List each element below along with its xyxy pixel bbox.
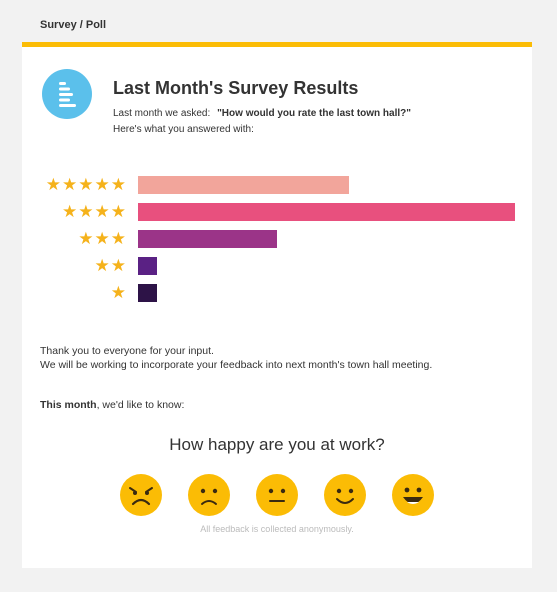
emoji-rating-options [119, 473, 439, 517]
star-icon: ★ [94, 174, 110, 195]
star-rating-5: ★ ★ ★ ★ ★ [46, 175, 126, 195]
bar-3-stars [138, 230, 277, 248]
bar-5-stars [138, 176, 349, 194]
thanks-line-1: Thank you to everyone for your input. [40, 345, 214, 357]
rating-row-5-stars: ★ ★ ★ ★ ★ [22, 175, 532, 195]
rating-row-1-stars: ★ [22, 283, 532, 303]
star-rating-1: ★ [111, 283, 126, 303]
rating-row-3-stars: ★ ★ ★ [22, 229, 532, 249]
header-title: Survey / Poll [40, 19, 107, 31]
this-month-bold: This month [40, 399, 97, 411]
results-title: Last Month's Survey Results [113, 78, 359, 98]
rating-row-2-stars: ★ ★ [22, 256, 532, 276]
star-icon: ★ [110, 255, 126, 276]
this-month-rest: , we'd like to know: [96, 399, 185, 411]
anonymous-note: All feedback is collected anonymously. [200, 524, 354, 534]
rating-row-4-stars: ★ ★ ★ ★ [22, 202, 532, 222]
star-icon: ★ [110, 201, 126, 222]
bar-1-stars [138, 284, 157, 302]
star-rating-3: ★ ★ ★ [78, 229, 126, 249]
asked-line: Last month we asked: "How would you rate… [113, 108, 411, 119]
bar-4-stars [138, 203, 515, 221]
star-icon: ★ [94, 255, 110, 276]
star-rating-4: ★ ★ ★ ★ [62, 202, 126, 222]
very-happy-face-icon[interactable] [391, 473, 435, 517]
poll-question: How happy are you at work? [169, 435, 385, 454]
star-icon: ★ [78, 201, 94, 222]
star-icon: ★ [62, 174, 78, 195]
list-chart-icon [42, 69, 92, 119]
star-icon: ★ [110, 228, 126, 249]
header: Survey / Poll [22, 0, 532, 42]
survey-card: Last Month's Survey Results Last month w… [22, 42, 532, 568]
star-icon: ★ [94, 201, 110, 222]
very-unhappy-face-icon[interactable] [119, 473, 163, 517]
star-icon: ★ [62, 201, 78, 222]
bar-2-stars [138, 257, 157, 275]
neutral-face-icon[interactable] [255, 473, 299, 517]
this-month-intro: This month, we'd like to know: [40, 399, 184, 411]
thanks-line-2: We will be working to incorporate your f… [40, 359, 433, 371]
star-icon: ★ [78, 174, 94, 195]
answered-text: Here's what you answered with: [113, 124, 254, 135]
star-icon: ★ [78, 228, 94, 249]
asked-prefix: Last month we asked: [113, 108, 211, 119]
star-rating-2: ★ ★ [95, 256, 127, 276]
thanks-message: Thank you to everyone for your input. We… [40, 344, 432, 372]
unhappy-face-icon[interactable] [187, 473, 231, 517]
happy-face-icon[interactable] [323, 473, 367, 517]
star-icon: ★ [110, 174, 126, 195]
star-icon: ★ [94, 228, 110, 249]
star-icon: ★ [110, 282, 126, 303]
star-icon: ★ [45, 174, 61, 195]
asked-question: "How would you rate the last town hall?" [217, 108, 411, 119]
